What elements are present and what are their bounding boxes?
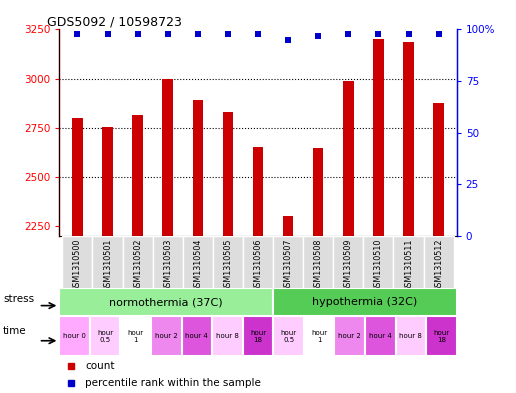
Bar <box>163 79 173 236</box>
Bar <box>72 118 83 236</box>
Text: GSM1310509: GSM1310509 <box>344 239 353 292</box>
FancyBboxPatch shape <box>304 316 334 356</box>
Text: hour 4: hour 4 <box>185 333 208 339</box>
Text: GSM1310507: GSM1310507 <box>284 239 293 292</box>
Point <box>374 30 382 37</box>
Text: GSM1310504: GSM1310504 <box>194 239 202 292</box>
Text: hour
18: hour 18 <box>250 329 266 343</box>
Text: GSM1310503: GSM1310503 <box>163 239 172 292</box>
Text: hour 4: hour 4 <box>369 333 392 339</box>
Bar <box>313 148 324 236</box>
Text: time: time <box>3 326 27 336</box>
Text: GSM1310510: GSM1310510 <box>374 239 383 292</box>
Point <box>405 30 413 37</box>
FancyBboxPatch shape <box>396 316 426 356</box>
Point <box>134 30 142 37</box>
Text: normothermia (37C): normothermia (37C) <box>109 297 223 307</box>
Point <box>164 30 172 37</box>
Text: hour 2: hour 2 <box>338 333 361 339</box>
FancyBboxPatch shape <box>183 236 213 289</box>
Point <box>224 30 232 37</box>
Bar <box>373 39 384 236</box>
Bar <box>222 112 233 236</box>
FancyBboxPatch shape <box>273 236 303 289</box>
Point <box>314 33 322 39</box>
Text: GSM1310502: GSM1310502 <box>133 239 142 292</box>
FancyBboxPatch shape <box>303 236 333 289</box>
FancyBboxPatch shape <box>424 236 454 289</box>
Bar <box>192 100 203 236</box>
Bar <box>132 115 143 236</box>
Text: GDS5092 / 10598723: GDS5092 / 10598723 <box>47 15 182 28</box>
Text: GSM1310501: GSM1310501 <box>103 239 112 292</box>
FancyBboxPatch shape <box>62 236 92 289</box>
Text: count: count <box>85 361 115 371</box>
Text: hour
0.5: hour 0.5 <box>97 329 113 343</box>
Point <box>284 37 292 43</box>
Text: hour 2: hour 2 <box>155 333 178 339</box>
FancyBboxPatch shape <box>151 316 182 356</box>
FancyBboxPatch shape <box>273 316 304 356</box>
FancyBboxPatch shape <box>334 316 365 356</box>
Bar <box>403 42 414 236</box>
Point <box>194 30 202 37</box>
Bar <box>283 216 294 236</box>
FancyBboxPatch shape <box>123 236 153 289</box>
Text: hour
0.5: hour 0.5 <box>281 329 297 343</box>
FancyBboxPatch shape <box>212 316 243 356</box>
Text: hour
1: hour 1 <box>127 329 144 343</box>
FancyBboxPatch shape <box>92 236 123 289</box>
FancyBboxPatch shape <box>59 316 90 356</box>
Text: GSM1310505: GSM1310505 <box>223 239 232 292</box>
Bar <box>253 147 263 236</box>
FancyBboxPatch shape <box>243 236 273 289</box>
Point <box>254 30 262 37</box>
Text: GSM1310512: GSM1310512 <box>434 239 443 292</box>
Text: hour
18: hour 18 <box>433 329 449 343</box>
FancyBboxPatch shape <box>363 236 394 289</box>
FancyBboxPatch shape <box>243 316 273 356</box>
FancyBboxPatch shape <box>213 236 243 289</box>
Point <box>344 30 352 37</box>
Text: GSM1310511: GSM1310511 <box>404 239 413 292</box>
Text: hypothermia (32C): hypothermia (32C) <box>312 297 417 307</box>
Text: hour 8: hour 8 <box>216 333 239 339</box>
Text: percentile rank within the sample: percentile rank within the sample <box>85 378 261 387</box>
Text: hour 8: hour 8 <box>399 333 422 339</box>
Bar <box>433 103 444 236</box>
Text: GSM1310508: GSM1310508 <box>314 239 322 292</box>
Point <box>434 30 443 37</box>
Point <box>103 30 111 37</box>
Text: hour 0: hour 0 <box>63 333 86 339</box>
Text: hour
1: hour 1 <box>311 329 327 343</box>
FancyBboxPatch shape <box>333 236 363 289</box>
FancyBboxPatch shape <box>90 316 120 356</box>
FancyBboxPatch shape <box>365 316 396 356</box>
FancyBboxPatch shape <box>394 236 424 289</box>
Text: GSM1310500: GSM1310500 <box>73 239 82 292</box>
Bar <box>102 127 113 236</box>
Point <box>73 30 82 37</box>
FancyBboxPatch shape <box>153 236 183 289</box>
Text: stress: stress <box>3 294 34 304</box>
FancyBboxPatch shape <box>273 288 457 316</box>
FancyBboxPatch shape <box>182 316 212 356</box>
Bar <box>343 81 353 236</box>
FancyBboxPatch shape <box>59 288 273 316</box>
Text: GSM1310506: GSM1310506 <box>253 239 263 292</box>
FancyBboxPatch shape <box>426 316 457 356</box>
FancyBboxPatch shape <box>120 316 151 356</box>
